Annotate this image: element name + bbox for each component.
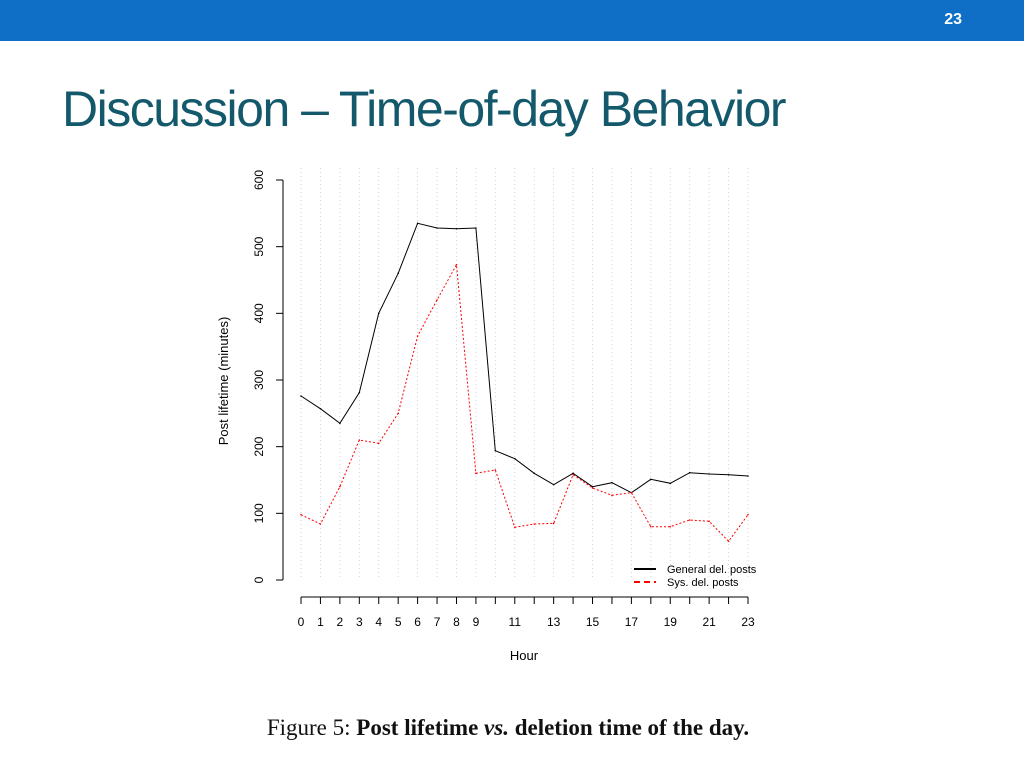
data-point	[397, 412, 399, 415]
y-tick-label: 200	[252, 436, 266, 456]
axes: Post lifetime (minutes) Hour 0 100 200 300 4…	[216, 170, 755, 663]
data-point	[513, 526, 516, 529]
caption-part1: Post lifetime	[356, 715, 485, 740]
data-point	[688, 519, 691, 521]
legend: General del. posts Sys. del. posts	[634, 564, 757, 589]
y-tick-label: 600	[252, 170, 266, 190]
y-axis-label: Post lifetime (minutes)	[216, 317, 231, 446]
data-point	[300, 513, 302, 516]
data-point	[708, 520, 710, 523]
x-tick-label: 11	[509, 615, 522, 629]
data-point	[591, 485, 594, 488]
data-point	[494, 469, 497, 471]
series-line-general	[300, 222, 749, 494]
data-point	[688, 471, 691, 474]
data-point	[669, 525, 672, 528]
data-point	[358, 391, 361, 394]
data-point	[475, 472, 477, 475]
data-point	[416, 222, 419, 225]
line-chart: Post lifetime (minutes) Hour 0 100 200 300 4…	[216, 168, 757, 663]
x-tick-label: 1	[317, 615, 324, 629]
x-tick-label: 5	[395, 615, 402, 629]
x-tick-label: 2	[337, 615, 344, 629]
x-tick-label: 7	[434, 615, 441, 629]
caption-part2: vs.	[484, 715, 509, 740]
x-axis-label: Hour	[510, 648, 539, 663]
data-point	[669, 482, 672, 485]
top-accent-bar: 23	[0, 0, 1024, 41]
data-point	[397, 272, 399, 275]
data-point	[572, 472, 574, 475]
data-point	[747, 513, 749, 516]
x-tick-label: 9	[473, 615, 480, 629]
x-tick-label: 3	[356, 615, 363, 629]
caption-prefix: Figure 5:	[266, 715, 357, 740]
data-point	[708, 473, 710, 475]
data-point	[533, 523, 536, 525]
y-tick-label: 400	[252, 303, 266, 323]
x-tick-label: 6	[414, 615, 421, 629]
data-point	[572, 473, 574, 476]
data-point	[436, 299, 438, 301]
data-point	[339, 485, 341, 488]
data-point	[611, 494, 613, 497]
data-point	[727, 540, 730, 543]
data-point	[377, 442, 380, 445]
data-point	[436, 227, 438, 229]
series-lines	[300, 222, 749, 543]
x-tick-label: 13	[547, 615, 561, 629]
y-tick-label: 300	[252, 370, 266, 390]
slide-number: 23	[944, 11, 962, 28]
data-point	[455, 227, 458, 230]
figure-caption: Figure 5: Post lifetime vs. deletion tim…	[0, 715, 1016, 741]
data-point	[377, 312, 380, 315]
x-tick-label: 17	[625, 615, 639, 629]
legend-label-general: General del. posts	[667, 564, 757, 576]
x-tick-label: 4	[375, 615, 382, 629]
grid-lines	[300, 168, 749, 580]
x-tick-label: 19	[664, 615, 678, 629]
slide-title: Discussion – Time-of-day Behavior	[62, 81, 787, 137]
data-point	[319, 523, 322, 525]
data-point	[747, 475, 749, 477]
x-tick-label: 21	[702, 615, 716, 629]
data-point	[533, 472, 536, 475]
y-tick-label: 100	[252, 503, 266, 523]
data-point	[475, 227, 477, 229]
data-point	[513, 457, 516, 460]
data-point	[552, 483, 555, 486]
data-point	[455, 263, 458, 266]
data-point	[339, 422, 341, 425]
data-point	[494, 449, 497, 452]
data-point	[416, 335, 419, 337]
x-tick-label: 23	[741, 615, 755, 629]
data-point	[552, 522, 555, 525]
data-point	[358, 439, 361, 441]
caption-part3: deletion time of the day.	[508, 715, 750, 740]
data-point	[611, 481, 613, 484]
x-tick-label: 8	[453, 615, 460, 629]
x-tick-label: 0	[298, 615, 305, 629]
series-line-sys	[300, 263, 749, 543]
data-point	[650, 525, 652, 528]
y-tick-label: 0	[252, 576, 266, 583]
data-point	[591, 487, 594, 489]
x-tick-label: 15	[586, 615, 600, 629]
data-point	[300, 395, 302, 397]
data-point	[650, 478, 652, 481]
data-point	[319, 407, 322, 410]
data-point	[630, 491, 633, 494]
y-tick-label: 500	[252, 236, 266, 256]
legend-label-sys: Sys. del. posts	[667, 577, 739, 589]
data-point	[727, 473, 730, 476]
